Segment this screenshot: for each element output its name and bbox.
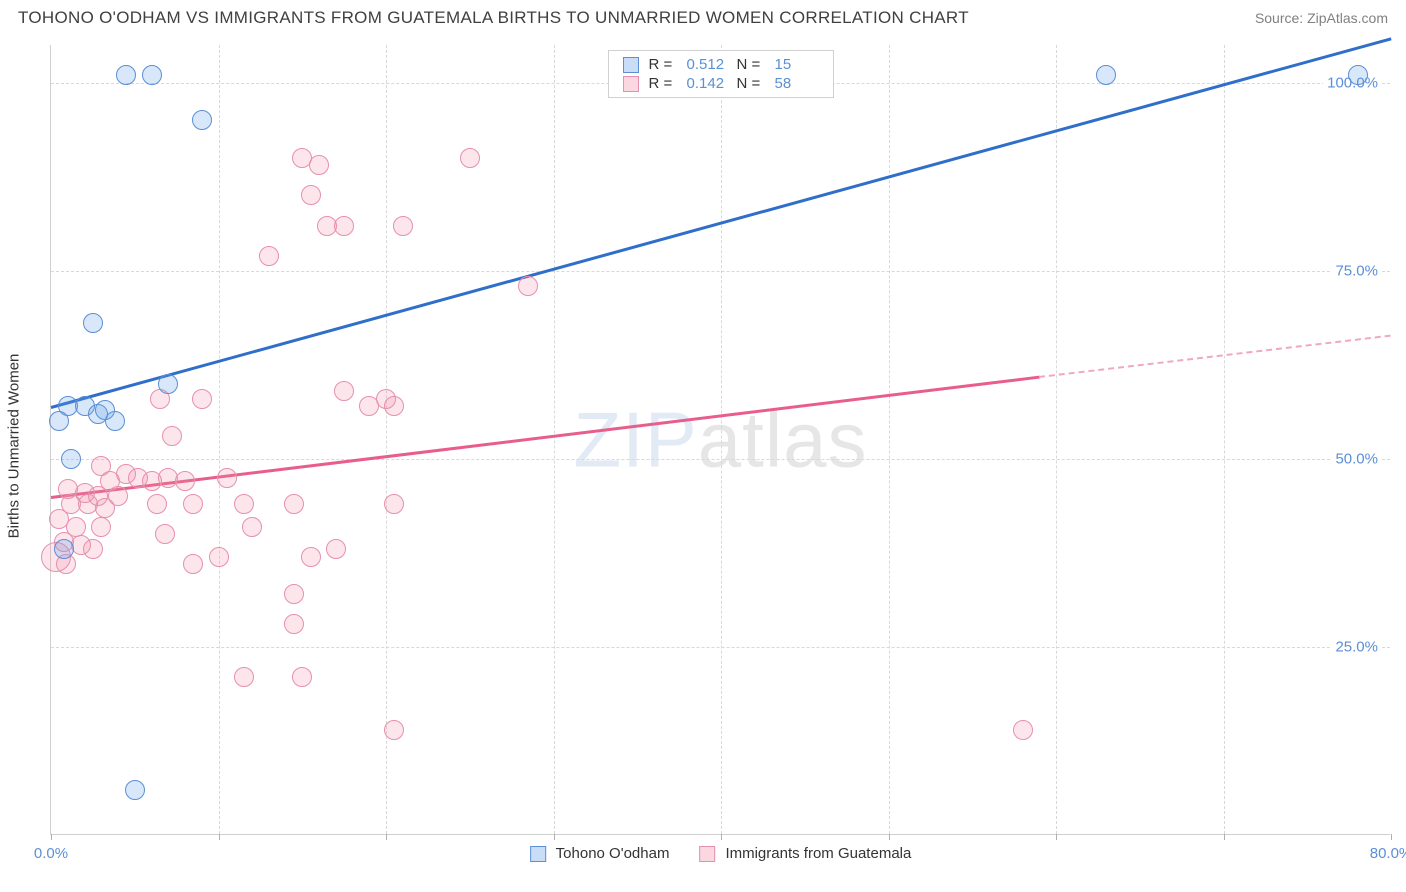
swatch-pink-icon	[699, 846, 715, 862]
r-value: 0.512	[687, 56, 731, 73]
series-legend: Tohono O'odham Immigrants from Guatemala	[530, 845, 912, 862]
x-tick-label: 0.0%	[34, 845, 68, 862]
n-label: N =	[737, 75, 767, 92]
data-point	[155, 524, 175, 544]
data-point	[393, 216, 413, 236]
data-point	[301, 547, 321, 567]
data-point	[292, 667, 312, 687]
gridline-v	[554, 45, 555, 834]
data-point	[192, 389, 212, 409]
data-point	[49, 411, 69, 431]
data-point	[1348, 65, 1368, 85]
x-tick	[1056, 834, 1057, 840]
legend-item-pink: Immigrants from Guatemala	[699, 845, 911, 862]
data-point	[158, 374, 178, 394]
y-tick-label: 25.0%	[1331, 636, 1382, 657]
gridline-v	[889, 45, 890, 834]
gridline-v	[721, 45, 722, 834]
data-point	[284, 614, 304, 634]
legend-label: Tohono O'odham	[556, 845, 670, 862]
data-point	[309, 155, 329, 175]
data-point	[334, 381, 354, 401]
swatch-pink-icon	[623, 76, 639, 92]
chart-header: TOHONO O'ODHAM VS IMMIGRANTS FROM GUATEM…	[0, 0, 1406, 32]
data-point	[61, 449, 81, 469]
data-point	[183, 494, 203, 514]
data-point	[284, 494, 304, 514]
source-label: Source: ZipAtlas.com	[1255, 10, 1388, 26]
data-point	[147, 494, 167, 514]
data-point	[95, 498, 115, 518]
data-point	[384, 494, 404, 514]
data-point	[1096, 65, 1116, 85]
data-point	[83, 539, 103, 559]
n-value: 15	[775, 56, 819, 73]
r-label: R =	[649, 75, 679, 92]
chart-plot-area: ZIPatlas R = 0.512 N = 15 R = 0.142 N = …	[50, 45, 1390, 835]
data-point	[54, 539, 74, 559]
gridline-v	[386, 45, 387, 834]
data-point	[91, 517, 111, 537]
data-point	[192, 110, 212, 130]
data-point	[259, 246, 279, 266]
x-tick	[219, 834, 220, 840]
data-point	[234, 494, 254, 514]
x-tick	[1224, 834, 1225, 840]
r-label: R =	[649, 56, 679, 73]
x-tick	[889, 834, 890, 840]
gridline-v	[219, 45, 220, 834]
data-point	[460, 148, 480, 168]
data-point	[116, 65, 136, 85]
legend-label: Immigrants from Guatemala	[725, 845, 911, 862]
data-point	[217, 468, 237, 488]
x-tick	[721, 834, 722, 840]
x-tick-label: 80.0%	[1370, 845, 1406, 862]
data-point	[83, 313, 103, 333]
data-point	[518, 276, 538, 296]
data-point	[234, 667, 254, 687]
gridline-v	[1056, 45, 1057, 834]
x-tick	[1391, 834, 1392, 840]
chart-title: TOHONO O'ODHAM VS IMMIGRANTS FROM GUATEM…	[18, 8, 969, 28]
x-tick	[386, 834, 387, 840]
data-point	[301, 185, 321, 205]
gridline-v	[1224, 45, 1225, 834]
data-point	[334, 216, 354, 236]
data-point	[175, 471, 195, 491]
data-point	[125, 780, 145, 800]
data-point	[326, 539, 346, 559]
legend-row-blue: R = 0.512 N = 15	[623, 55, 819, 74]
legend-item-blue: Tohono O'odham	[530, 845, 670, 862]
data-point	[105, 411, 125, 431]
y-axis-label: Births to Unmarried Women	[6, 354, 23, 539]
y-tick-label: 50.0%	[1331, 448, 1382, 469]
swatch-blue-icon	[623, 57, 639, 73]
data-point	[183, 554, 203, 574]
n-value: 58	[775, 75, 819, 92]
data-point	[1013, 720, 1033, 740]
legend-row-pink: R = 0.142 N = 58	[623, 74, 819, 93]
correlation-legend: R = 0.512 N = 15 R = 0.142 N = 58	[608, 50, 834, 98]
n-label: N =	[737, 56, 767, 73]
data-point	[142, 65, 162, 85]
trend-line	[1039, 335, 1391, 378]
data-point	[284, 584, 304, 604]
y-tick-label: 75.0%	[1331, 260, 1382, 281]
data-point	[209, 547, 229, 567]
x-tick	[554, 834, 555, 840]
data-point	[384, 396, 404, 416]
x-tick	[51, 834, 52, 840]
r-value: 0.142	[687, 75, 731, 92]
data-point	[242, 517, 262, 537]
data-point	[162, 426, 182, 446]
data-point	[384, 720, 404, 740]
swatch-blue-icon	[530, 846, 546, 862]
